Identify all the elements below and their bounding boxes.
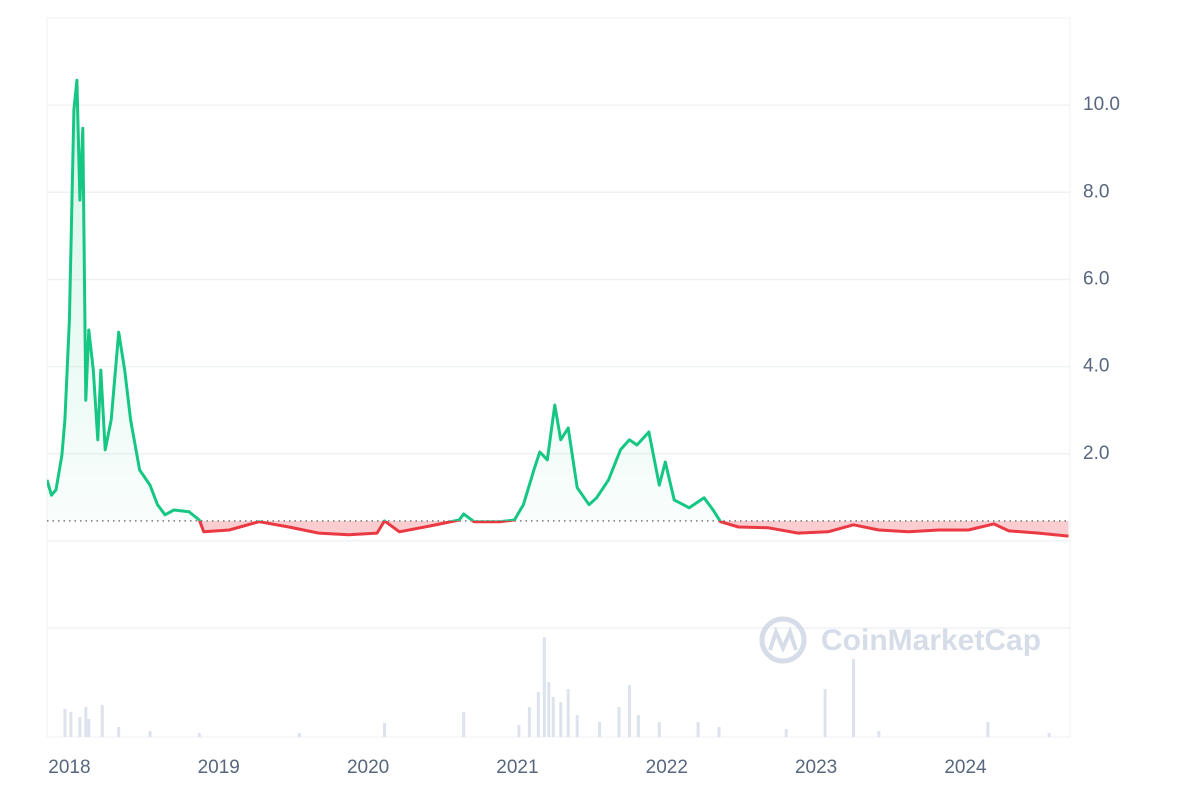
y-tick-label: 4.0 — [1083, 356, 1109, 377]
x-tick-label: 2020 — [347, 757, 389, 778]
watermark-text: CoinMarketCap — [821, 624, 1041, 657]
volume-bar — [636, 715, 640, 737]
price-line-down — [197, 520, 1069, 538]
volume-bar — [148, 731, 152, 737]
volume-bar — [566, 689, 570, 737]
volume-bar — [823, 689, 827, 737]
volume-bar — [1047, 733, 1051, 737]
volume-bar — [784, 729, 788, 737]
volume-bar — [542, 637, 546, 737]
price-line-up — [47, 78, 723, 521]
volume-bar — [851, 659, 855, 737]
volume-bar — [527, 707, 531, 737]
volume-bar — [657, 722, 661, 737]
volume-bar — [598, 722, 602, 737]
x-tick-label: 2022 — [646, 757, 688, 778]
volume-bar — [617, 707, 621, 737]
volume-bar — [536, 692, 540, 737]
volume-bar — [87, 719, 91, 737]
watermark: CoinMarketCap — [759, 616, 1041, 664]
volume-bar — [63, 709, 67, 737]
volume-bar — [627, 685, 631, 737]
volume-bar — [297, 733, 301, 737]
x-tick-label: 2018 — [48, 757, 90, 778]
y-tick-label: 6.0 — [1083, 268, 1109, 289]
volume-bar — [717, 727, 721, 737]
volume-bar — [84, 707, 88, 737]
x-tick-label: 2024 — [944, 757, 987, 778]
volume-bar — [100, 705, 104, 737]
volume-bar — [559, 702, 563, 737]
y-tick-label: 8.0 — [1083, 181, 1109, 202]
volume-bar — [551, 697, 555, 737]
x-tick-label: 2023 — [795, 757, 837, 778]
volume-bar — [78, 717, 82, 737]
volume-bar — [986, 722, 990, 737]
volume-bar — [877, 731, 881, 737]
volume-bar — [383, 723, 387, 737]
area-up — [47, 80, 1069, 521]
volume-bar — [69, 712, 73, 737]
x-tick-label: 2019 — [198, 757, 240, 778]
volume-bar — [547, 682, 551, 737]
volume-bar — [696, 722, 700, 737]
plot-frame — [46, 17, 1071, 738]
x-tick-label: 2021 — [496, 757, 538, 778]
volume-bar — [517, 725, 521, 737]
y-tick-label: 2.0 — [1083, 443, 1109, 464]
volume-bar — [117, 727, 121, 737]
volume-bar — [197, 733, 201, 737]
y-tick-label: 10.0 — [1083, 94, 1120, 115]
volume-bar — [462, 712, 466, 737]
volume-bar — [575, 715, 579, 737]
